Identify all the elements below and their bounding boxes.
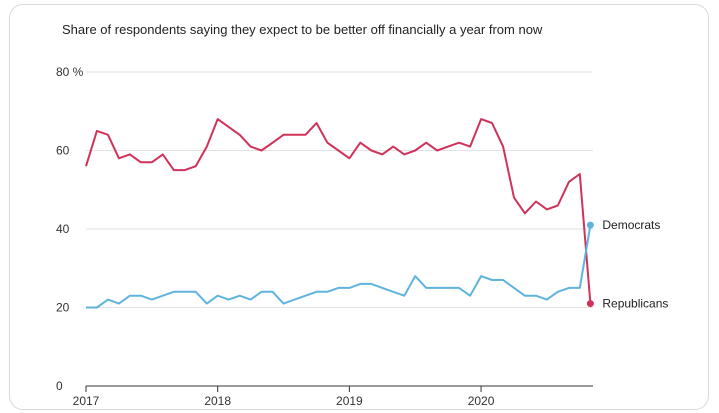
line-chart: 0 20 40 60 80 % 2017 2018 2019 2020 Republicans De… bbox=[56, 65, 668, 408]
republicans-line bbox=[85, 118, 592, 304]
x-tick-label: 2017 bbox=[73, 394, 100, 408]
y-tick-label: 20 bbox=[56, 301, 70, 315]
x-tick-label: 2018 bbox=[204, 394, 231, 408]
y-tick-label: 80 % bbox=[56, 65, 84, 79]
democrats-line bbox=[86, 224, 592, 309]
chart-card: Share of respondents saying they expect … bbox=[9, 4, 709, 410]
x-tick-label: 2019 bbox=[336, 394, 363, 408]
democrats-label: Democrats bbox=[602, 218, 660, 232]
y-tick-label: 60 bbox=[56, 144, 70, 158]
chart-title: Share of respondents saying they expect … bbox=[62, 22, 543, 37]
y-tick-label: 40 bbox=[56, 222, 70, 236]
x-tick-label: 2020 bbox=[468, 394, 495, 408]
democrats-end-point bbox=[586, 221, 594, 229]
y-tick-label: 0 bbox=[56, 379, 63, 393]
republicans-end-point bbox=[586, 300, 594, 308]
republicans-label: Republicans bbox=[602, 297, 668, 311]
